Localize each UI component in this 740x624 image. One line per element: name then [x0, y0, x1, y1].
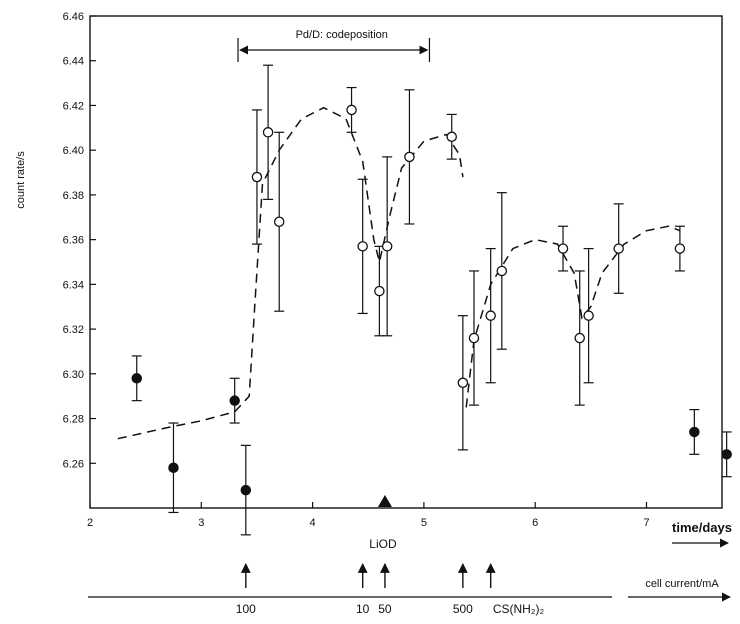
- y-tick-label: 6.42: [63, 100, 84, 112]
- liod-label: LiOD: [369, 537, 397, 551]
- liod-triangle-icon: [377, 495, 392, 507]
- data-point-open: [457, 377, 469, 389]
- data-point-open: [496, 265, 508, 277]
- data-point-filled: [689, 426, 700, 438]
- cell-current-value-label: 100: [236, 602, 256, 616]
- data-point-open: [381, 241, 393, 252]
- y-tick-label: 6.30: [63, 369, 84, 381]
- x-tick-label: 2: [87, 517, 93, 529]
- y-tick-label: 6.44: [63, 56, 84, 68]
- x-tick-label: 4: [310, 517, 316, 529]
- y-tick-label: 6.46: [63, 11, 84, 23]
- annotations: Pd/D: codeposition LiOD 100 10 50 500 CS(NH₂)₂…: [88, 29, 731, 616]
- data-point-open: [574, 332, 585, 344]
- data-point-open: [404, 151, 415, 163]
- x-tick-label: 6: [532, 517, 538, 529]
- data-point-open: [374, 285, 385, 297]
- cell-current-value-label: 50: [378, 602, 392, 616]
- data-point-open: [557, 243, 569, 254]
- fit-curve-segment: [117, 106, 464, 440]
- y-tick-label: 6.38: [63, 190, 84, 202]
- x-tick-label: 3: [198, 517, 204, 529]
- axes: 6.26 6.28 6.30 6.32 6.34 6.36 6.38 6.40 6.42 6.44…: [15, 11, 732, 548]
- data-point-open: [262, 127, 274, 138]
- y-axis-label: count rate/s: [15, 151, 27, 209]
- data-point-open: [674, 243, 686, 254]
- x-tick-label: 5: [421, 517, 427, 529]
- data-point-open: [468, 332, 480, 344]
- cell-current-label: cell current/mA: [645, 578, 719, 590]
- data-point-filled: [721, 449, 732, 460]
- data-point-filled: [168, 462, 179, 473]
- data-point-filled: [240, 484, 252, 496]
- y-tick-label: 6.34: [63, 279, 84, 291]
- cell-current-value-label: 500: [453, 602, 473, 616]
- data-point-open: [446, 131, 457, 143]
- x-tick-label: 7: [643, 517, 649, 529]
- fit-curve-segment: [465, 225, 681, 408]
- y-tick-label: 6.40: [63, 145, 84, 157]
- cs-label: CS(NH₂)₂: [493, 602, 545, 616]
- data-point-open: [251, 171, 263, 183]
- data-point-open: [583, 310, 594, 321]
- y-tick-label: 6.26: [63, 458, 84, 470]
- data-point-filled: [229, 395, 240, 406]
- data-point-open: [357, 241, 368, 252]
- y-tick-label: 6.28: [63, 414, 84, 426]
- data-point-open: [485, 310, 496, 321]
- y-tick-label: 6.32: [63, 324, 84, 336]
- data-point-open: [613, 243, 624, 254]
- fit-curve: [117, 106, 681, 440]
- cell-current-value-label: 10: [356, 602, 370, 616]
- data-point-open: [346, 104, 357, 116]
- x-axis-label: time/days: [672, 520, 732, 535]
- data-point-open: [273, 216, 285, 227]
- data-points: [131, 64, 732, 536]
- data-point-filled: [131, 373, 142, 384]
- y-tick-label: 6.36: [63, 235, 84, 247]
- plot-frame: [89, 15, 723, 509]
- codeposition-label: Pd/D: codeposition: [296, 29, 388, 41]
